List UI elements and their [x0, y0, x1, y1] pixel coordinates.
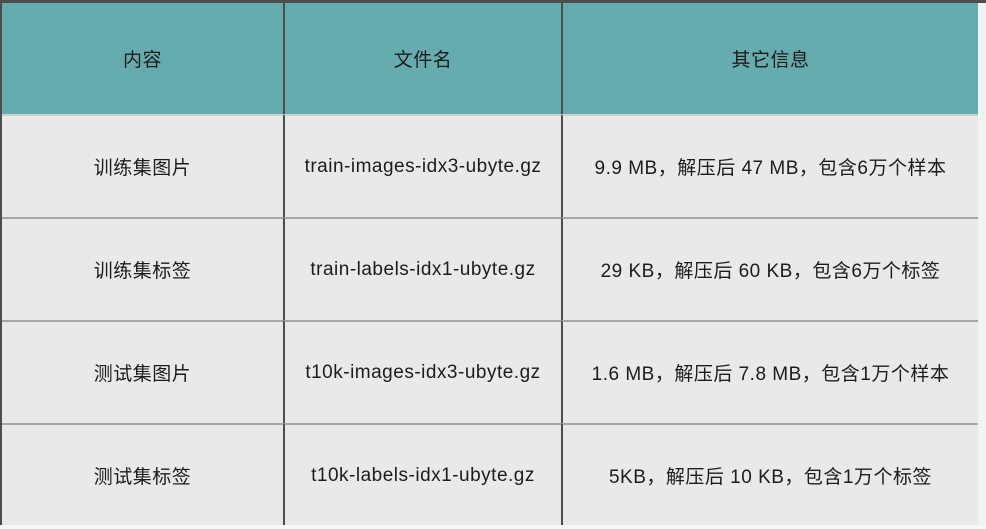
- cell-info: 29 KB，解压后 60 KB，包含6万个标签: [561, 217, 978, 320]
- header-cell-info: 其它信息: [561, 3, 978, 114]
- cell-info: 5KB，解压后 10 KB，包含1万个标签: [561, 423, 978, 526]
- cell-filename: t10k-labels-idx1-ubyte.gz: [283, 423, 561, 526]
- cell-content: 测试集标签: [2, 423, 283, 526]
- table-header-row: 内容 文件名 其它信息: [2, 3, 978, 114]
- cell-content: 训练集标签: [2, 217, 283, 320]
- table-row: 测试集标签 t10k-labels-idx1-ubyte.gz 5KB，解压后 …: [2, 423, 978, 526]
- header-cell-content: 内容: [2, 3, 283, 114]
- cell-filename: train-images-idx3-ubyte.gz: [283, 114, 561, 217]
- cell-info: 9.9 MB，解压后 47 MB，包含6万个样本: [561, 114, 978, 217]
- bottom-margin-strip: [0, 525, 986, 529]
- table-row: 训练集标签 train-labels-idx1-ubyte.gz 29 KB，解…: [2, 217, 978, 320]
- mnist-dataset-table: 内容 文件名 其它信息 训练集图片 train-images-idx3-ubyt…: [0, 3, 978, 526]
- table-row: 测试集图片 t10k-images-idx3-ubyte.gz 1.6 MB，解…: [2, 320, 978, 423]
- cell-filename: t10k-images-idx3-ubyte.gz: [283, 320, 561, 423]
- header-cell-filename: 文件名: [283, 3, 561, 114]
- cell-filename: train-labels-idx1-ubyte.gz: [283, 217, 561, 320]
- table-row: 训练集图片 train-images-idx3-ubyte.gz 9.9 MB，…: [2, 114, 978, 217]
- cell-info: 1.6 MB，解压后 7.8 MB，包含1万个样本: [561, 320, 978, 423]
- cell-content: 测试集图片: [2, 320, 283, 423]
- cell-content: 训练集图片: [2, 114, 283, 217]
